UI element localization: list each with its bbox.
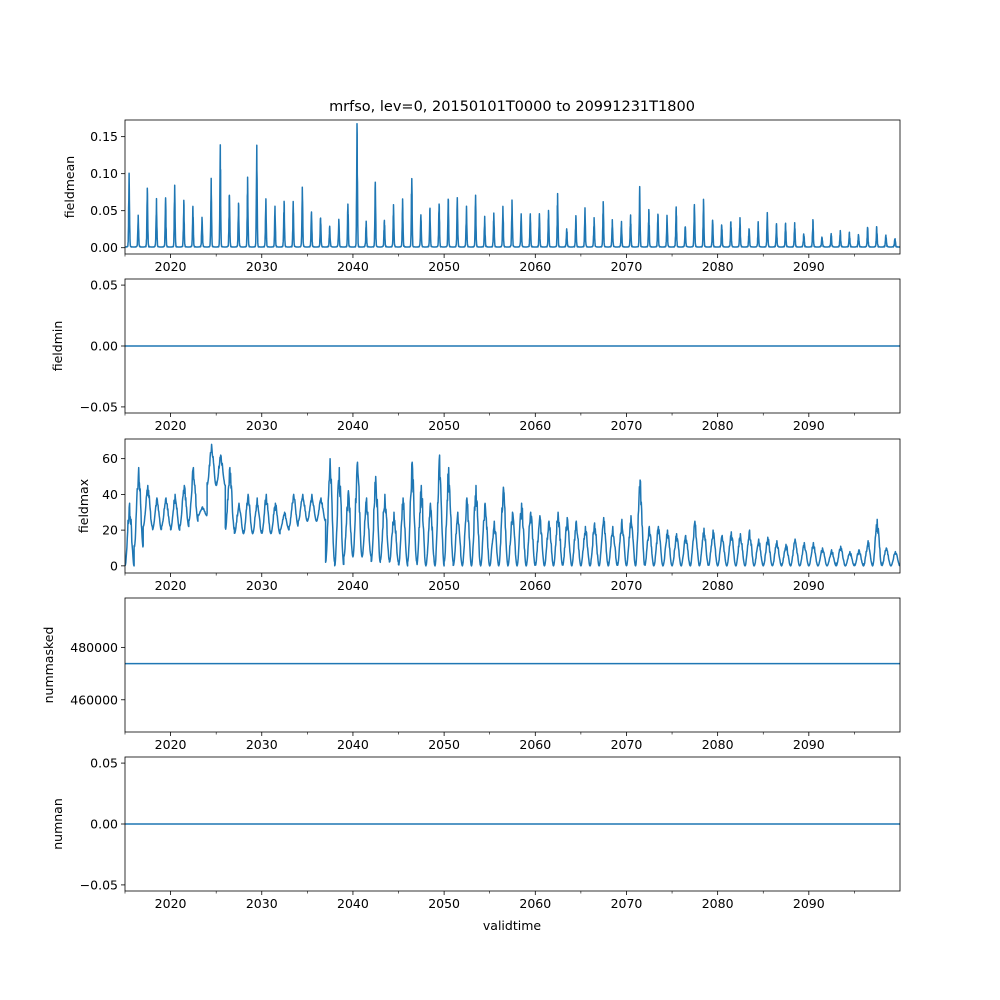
y-tick-label: 60 bbox=[102, 451, 118, 466]
y-tick-label: −0.05 bbox=[80, 877, 118, 892]
x-tick-label: 2080 bbox=[702, 896, 734, 911]
x-tick-label: 2030 bbox=[246, 737, 278, 752]
subplot-numnan: 2020 2030 2040 2050 2060 2070 2080 2090 −0.05 0.0… bbox=[50, 756, 901, 911]
axes-frame bbox=[124, 597, 901, 733]
y-tick-label: 0.00 bbox=[90, 240, 118, 255]
y-tick-label: 0.10 bbox=[90, 166, 118, 181]
x-tick-label: 2070 bbox=[611, 896, 643, 911]
y-tick-label: 0.05 bbox=[90, 203, 118, 218]
y-tick-label: 460000 bbox=[70, 692, 118, 707]
chart-title: mrfso, lev=0, 20150101T0000 to 20991231T… bbox=[329, 99, 695, 115]
y-tick-label: 0.00 bbox=[90, 817, 118, 832]
x-tick-label: 2070 bbox=[611, 737, 643, 752]
x-tick-label: 2040 bbox=[337, 418, 369, 433]
y-tick-label: 20 bbox=[102, 523, 118, 538]
y-tick-label: 0.05 bbox=[90, 756, 118, 771]
x-tick-label: 2060 bbox=[519, 418, 551, 433]
x-tick-label: 2020 bbox=[155, 578, 187, 593]
x-tick-label: 2020 bbox=[155, 737, 187, 752]
y-axis-label: fieldmean bbox=[62, 156, 77, 218]
x-tick-label: 2030 bbox=[246, 259, 278, 274]
x-tick-label: 2050 bbox=[428, 259, 460, 274]
x-tick-label: 2020 bbox=[155, 259, 187, 274]
y-tick-label: 0 bbox=[110, 558, 118, 573]
subplot-fieldmin: 2020 2030 2040 2050 2060 2070 2080 2090 −0.05 0.0… bbox=[50, 278, 901, 433]
y-tick-label: 0.00 bbox=[90, 339, 118, 354]
series-line-fieldmean bbox=[125, 122, 900, 248]
x-tick-label: 2060 bbox=[519, 896, 551, 911]
x-tick-label: 2040 bbox=[337, 896, 369, 911]
x-tick-label: 2090 bbox=[793, 896, 825, 911]
x-tick-label: 2080 bbox=[702, 578, 734, 593]
y-tick-label: 480000 bbox=[70, 640, 118, 655]
y-axis-label: fieldmin bbox=[50, 321, 65, 372]
x-tick-label: 2040 bbox=[337, 578, 369, 593]
axes-frame bbox=[124, 119, 901, 255]
subplot-fieldmax: 2020 2030 2040 2050 2060 2070 2080 20900204060f… bbox=[76, 438, 901, 593]
x-axis-label: validtime bbox=[483, 918, 541, 933]
x-tick-label: 2060 bbox=[519, 259, 551, 274]
x-tick-label: 2050 bbox=[428, 737, 460, 752]
x-tick-label: 2050 bbox=[428, 896, 460, 911]
x-tick-label: 2030 bbox=[246, 578, 278, 593]
x-tick-label: 2060 bbox=[519, 737, 551, 752]
x-tick-label: 2020 bbox=[155, 896, 187, 911]
y-tick-label: 0.15 bbox=[90, 129, 118, 144]
subplot-fieldmean: 2020 2030 2040 2050 2060 2070 2080 2090 0.00 0.05… bbox=[62, 119, 901, 274]
x-tick-label: 2090 bbox=[793, 578, 825, 593]
x-tick-label: 2060 bbox=[519, 578, 551, 593]
x-tick-label: 2070 bbox=[611, 418, 643, 433]
x-tick-label: 2090 bbox=[793, 737, 825, 752]
x-tick-label: 2040 bbox=[337, 259, 369, 274]
x-tick-label: 2040 bbox=[337, 737, 369, 752]
y-axis-label: fieldmax bbox=[76, 479, 91, 533]
y-axis-label: nummasked bbox=[41, 627, 56, 704]
series-line-fieldmax bbox=[125, 443, 900, 567]
axes-frame bbox=[124, 438, 901, 574]
y-tick-label: −0.05 bbox=[80, 399, 118, 414]
x-tick-label: 2080 bbox=[702, 737, 734, 752]
x-tick-label: 2050 bbox=[428, 418, 460, 433]
x-tick-label: 2030 bbox=[246, 418, 278, 433]
x-tick-label: 2070 bbox=[611, 259, 643, 274]
x-tick-label: 2090 bbox=[793, 259, 825, 274]
x-tick-label: 2080 bbox=[702, 418, 734, 433]
x-tick-label: 2070 bbox=[611, 578, 643, 593]
x-tick-label: 2030 bbox=[246, 896, 278, 911]
x-tick-label: 2020 bbox=[155, 418, 187, 433]
x-tick-label: 2090 bbox=[793, 418, 825, 433]
x-tick-label: 2080 bbox=[702, 259, 734, 274]
y-tick-label: 0.05 bbox=[90, 278, 118, 293]
y-axis-label: numnan bbox=[50, 798, 65, 850]
y-tick-label: 40 bbox=[102, 487, 118, 502]
subplot-nummasked: 2020 2030 2040 2050 2060 2070 2080 2090 460000 48… bbox=[41, 597, 901, 752]
x-tick-label: 2050 bbox=[428, 578, 460, 593]
